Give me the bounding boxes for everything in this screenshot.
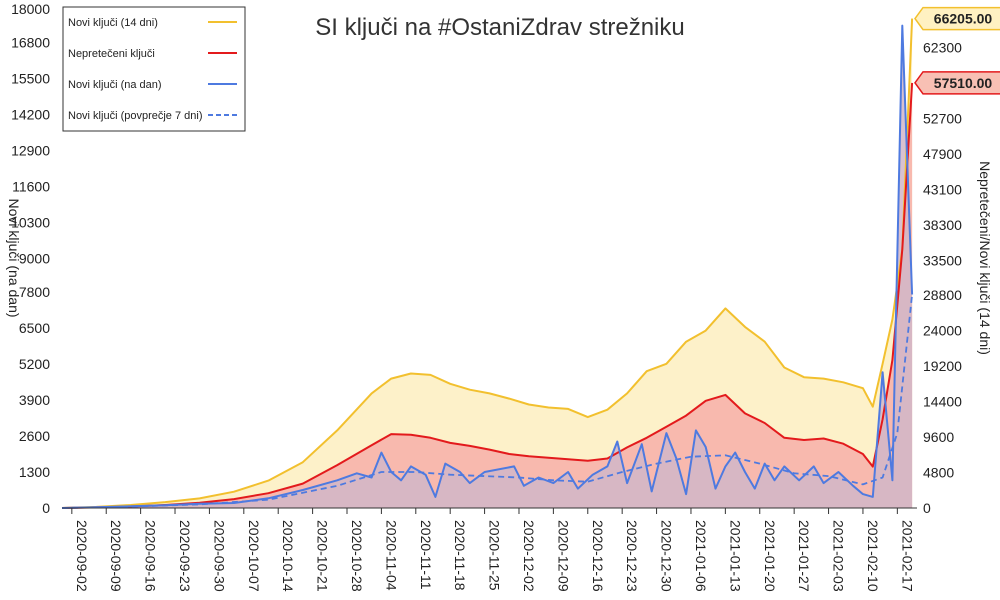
y-left-tick-label: 3900 [19,392,50,408]
series-line-novi-klju-i-na-dan [61,24,914,509]
y-right-tick-label: 33500 [923,252,962,268]
legend-label: Nepretečeni ključi [68,48,155,60]
x-tick-label: 2020-09-02 [74,520,90,592]
series-line-novi-klju-i-14-dni [61,18,914,509]
area-neprete-eni-klju-i [62,82,913,509]
series-line-novi-klju-i-povpre-je-7-dni [61,294,913,509]
x-tick-label: 2020-10-07 [246,520,262,592]
x-tick-label: 2020-09-09 [108,520,124,592]
x-tick-label: 2020-12-16 [590,520,606,592]
x-tick-label: 2021-02-03 [831,520,847,592]
y-right-axis-label: Nepretečeni/Novi ključi (14 dni) [977,161,993,355]
y-left-tick-label: 15500 [11,70,50,86]
y-right-tick-label: 19200 [923,358,962,374]
callout-value: 57510.00 [934,75,993,91]
line-layer [61,18,914,509]
x-tick-label: 2020-12-02 [521,520,537,592]
y-right-tick-label: 4800 [923,465,954,481]
x-tick-label: 2020-10-21 [315,520,331,592]
y-left-tick-label: 7800 [19,284,50,300]
y-left-axis-label: Novi ključi (na dan) [6,198,22,317]
legend-label: Novi ključi (povprečje 7 dni) [68,110,203,122]
y-left-tick-label: 6500 [19,320,50,336]
x-tick-label: 2020-12-23 [624,520,640,592]
y-left-tick-label: 5200 [19,356,50,372]
y-right-tick-label: 52700 [923,110,962,126]
x-tick-label: 2020-10-14 [280,520,296,592]
x-tick-label: 2020-12-30 [659,520,675,592]
legend: Novi ključi (14 dni) Nepretečeni ključi No… [62,6,246,132]
x-tick-label: 2021-01-20 [762,520,778,592]
callout-box [914,6,1000,31]
x-tick-label: 2021-02-10 [865,520,881,592]
y-right-tick-label: 14400 [923,394,962,410]
y-right-tick-label: 9600 [923,429,954,445]
chart-title: SI ključi na #OstaniZdrav strežniku [315,14,684,41]
x-tick-label: 2021-01-27 [796,520,812,592]
y-left-tick-label: 12900 [11,142,50,158]
x-tick-label: 2020-11-25 [487,520,503,591]
y-right-tick-label: 0 [923,500,931,516]
y-right-tick-label: 43100 [923,181,962,197]
y-left-tick-label: 2600 [19,428,50,444]
y-right-tick-label: 24000 [923,323,962,339]
y-left-tick-label: 10300 [11,214,50,230]
legend-label: Novi ključi (na dan) [68,79,162,91]
x-tick-label: 2021-01-13 [727,520,743,592]
right-axis: 0 4800 9600 14400 19200 24000 28800 33500 38300 4… [923,39,962,516]
legend-label: Novi ključi (14 dni) [68,17,158,29]
y-right-tick-label: 62300 [923,39,962,55]
x-tick-label: 2020-09-16 [143,520,159,592]
y-right-tick-label: 47900 [923,146,962,162]
series-line-neprete-eni-klju-i [61,82,914,509]
callout-box [914,71,1000,95]
x-tick-label: 2020-12-09 [555,520,571,592]
x-tick-label: 2020-11-11 [418,520,434,590]
y-left-tick-label: 14200 [11,106,50,122]
area-novi-klju-i-14-dni [62,18,913,508]
area-layer [62,18,913,509]
y-left-tick-label: 9000 [19,251,50,267]
x-tick-label: 2020-11-04 [383,520,399,591]
x-tick-label: 2020-10-28 [349,520,365,592]
y-left-tick-label: 0 [42,500,50,516]
legend-box [62,6,246,132]
y-left-tick-label: 16800 [11,34,50,50]
y-left-tick-label: 1300 [19,464,50,480]
y-right-tick-label: 28800 [923,287,962,303]
y-left-tick-label: 11600 [12,178,50,194]
y-right-tick-label: 38300 [923,217,962,233]
x-tick-label: 2021-02-17 [899,520,915,592]
x-tick-label: 2020-09-23 [177,520,193,592]
y-left-tick-label: 18000 [11,1,50,17]
x-axis: 2020-09-02 2020-09-09 2020-09-16 2020-09-23… [71,508,915,592]
x-tick-label: 2020-09-30 [211,520,227,592]
callout-value: 66205.00 [934,11,993,27]
left-axis: 0 1300 2600 3900 5200 6500 7800 9000 10300 11600 1… [11,1,50,516]
x-tick-label: 2020-11-18 [452,520,468,591]
x-tick-label: 2021-01-06 [693,520,709,592]
value-callouts: 66205.00 57510.00 [914,6,1000,95]
